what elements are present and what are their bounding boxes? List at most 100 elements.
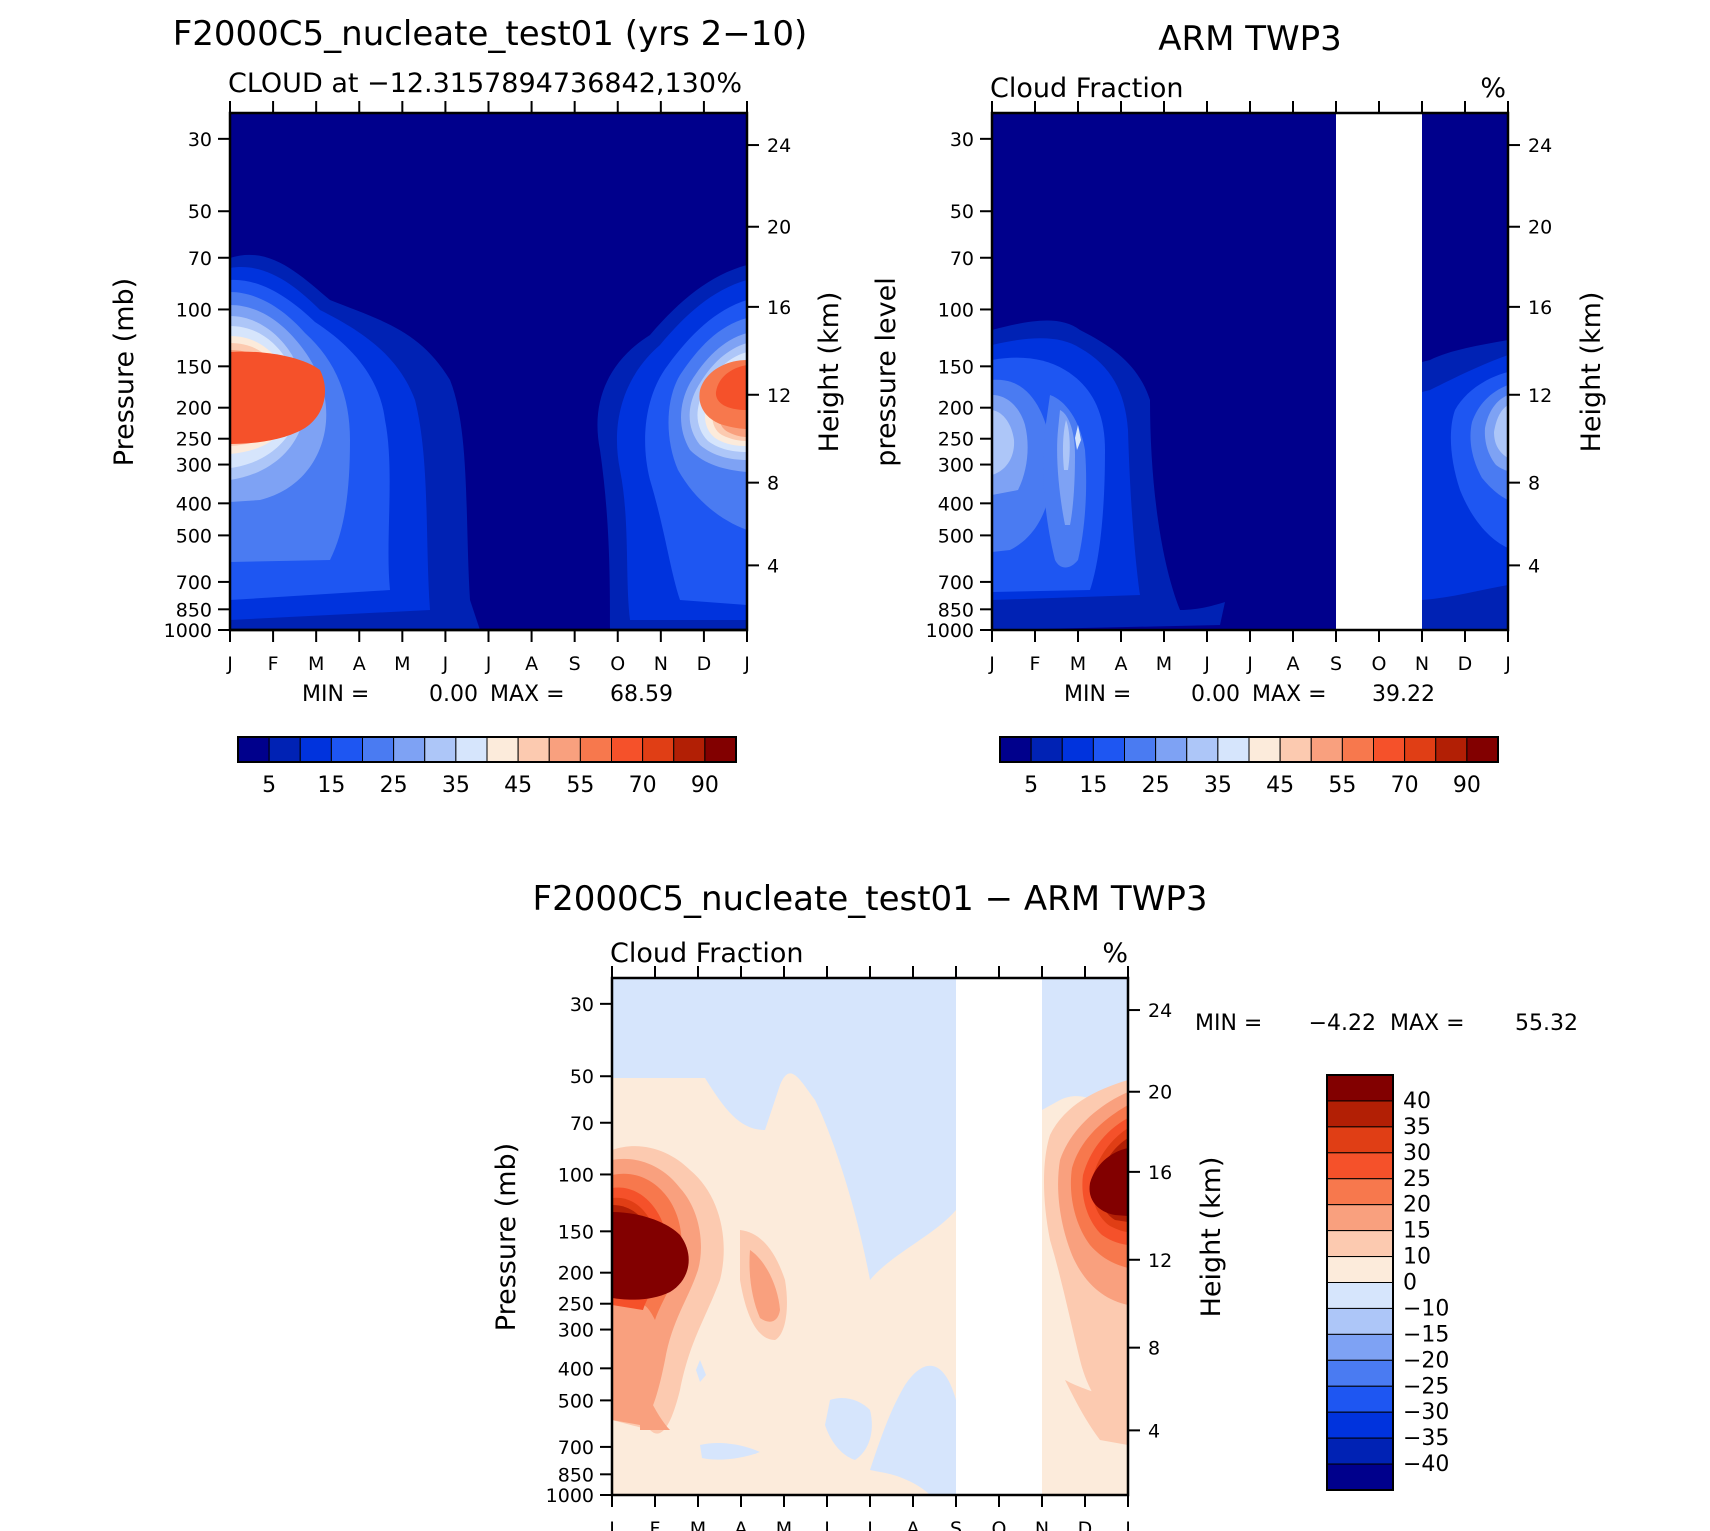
colorbar-swatch xyxy=(1061,736,1094,763)
colorbar-label: 15 xyxy=(317,773,345,798)
panel-diff-units: % xyxy=(1102,938,1128,969)
month-tick-label: N xyxy=(1415,653,1429,675)
height-tick-label: 8 xyxy=(1528,473,1540,495)
colorbar-label: 55 xyxy=(566,773,594,798)
panel-obs-colorbar: 5 15 25 35 45 55 70 90 xyxy=(999,736,1499,798)
colorbar-swatch xyxy=(299,736,332,763)
month-tick-label: S xyxy=(1330,653,1342,675)
pressure-tick-label: 700 xyxy=(176,572,212,594)
pressure-tick-label: 850 xyxy=(176,599,212,621)
height-tick-label: 4 xyxy=(1148,1420,1160,1442)
height-tick-label: 20 xyxy=(1528,217,1552,239)
colorbar-swatch xyxy=(1326,1256,1394,1283)
pressure-tick-label: 850 xyxy=(558,1464,594,1486)
month-tick-label: O xyxy=(992,1518,1007,1531)
height-tick-label: 20 xyxy=(767,217,791,239)
panel-obs-right-axis: 4 8 12 16 20 24 xyxy=(1508,135,1552,577)
height-tick-label: 12 xyxy=(1528,385,1552,407)
pressure-tick-label: 400 xyxy=(938,493,974,515)
colorbar-swatch xyxy=(1373,736,1406,763)
height-tick-label: 16 xyxy=(1148,1162,1172,1184)
colorbar-swatch xyxy=(1326,1204,1394,1232)
pressure-tick-label: 200 xyxy=(558,1263,594,1285)
panel-model-ylabel-left: Pressure (mb) xyxy=(109,278,140,466)
pressure-tick-label: 250 xyxy=(558,1294,594,1316)
height-tick-label: 16 xyxy=(1528,297,1552,319)
colorbar-label: −25 xyxy=(1403,1374,1449,1399)
month-tick-label: J xyxy=(1124,1518,1131,1531)
colorbar-swatch xyxy=(1310,736,1343,763)
pressure-tick-label: 300 xyxy=(558,1320,594,1342)
colorbar-label: 15 xyxy=(1079,773,1107,798)
pressure-tick-label: 1000 xyxy=(546,1485,594,1507)
month-tick-label: F xyxy=(1030,653,1041,675)
colorbar-swatch xyxy=(1326,1359,1394,1387)
colorbar-swatch xyxy=(1326,1411,1394,1439)
month-tick-label: J xyxy=(1203,653,1210,675)
colorbar-swatch xyxy=(1030,736,1063,763)
month-tick-label: A xyxy=(735,1518,748,1531)
colorbar-swatch xyxy=(1155,736,1188,763)
colorbar-label: −40 xyxy=(1403,1452,1449,1477)
panel-diff: F2000C5_nucleate_test01 − ARM TWP3 Cloud… xyxy=(491,879,1578,1531)
colorbar-swatch xyxy=(673,736,706,763)
month-tick-label: O xyxy=(1372,653,1387,675)
pressure-tick-label: 400 xyxy=(558,1358,594,1380)
pressure-tick-label: 200 xyxy=(176,398,212,420)
height-tick-label: 4 xyxy=(1528,555,1540,577)
panel-diff-title: F2000C5_nucleate_test01 − ARM TWP3 xyxy=(533,879,1208,919)
colorbar-swatch xyxy=(268,736,301,763)
month-tick-label: J xyxy=(743,653,750,675)
colorbar-swatch xyxy=(1326,1100,1394,1128)
month-tick-label: J xyxy=(866,1518,873,1531)
colorbar-label: 70 xyxy=(1391,773,1419,798)
colorbar-swatch xyxy=(517,736,550,763)
colorbar-swatch xyxy=(362,736,395,763)
colorbar-swatch xyxy=(999,736,1032,763)
panel-diff-field xyxy=(612,978,1128,1495)
month-tick-label: O xyxy=(610,653,625,675)
pressure-tick-label: 250 xyxy=(938,429,974,451)
pressure-tick-label: 100 xyxy=(938,299,974,321)
panel-model-max-value: 68.59 xyxy=(610,682,673,707)
pressure-tick-label: 30 xyxy=(570,994,594,1016)
colorbar-label: 20 xyxy=(1403,1193,1431,1218)
colorbar-swatch xyxy=(704,736,737,763)
colorbar-swatch xyxy=(1341,736,1374,763)
panel-model-colorbar: 5 15 25 35 45 55 70 90 xyxy=(237,736,737,798)
colorbar-swatch xyxy=(1326,1152,1394,1180)
pressure-tick-label: 300 xyxy=(938,455,974,477)
panel-obs-max-value: 39.22 xyxy=(1372,682,1435,707)
colorbar-label: −20 xyxy=(1403,1348,1449,1373)
pressure-tick-label: 400 xyxy=(176,493,212,515)
panel-obs-min-label: MIN = xyxy=(1064,682,1131,707)
colorbar-swatch xyxy=(1326,1126,1394,1154)
colorbar-swatch xyxy=(1326,1307,1394,1335)
month-tick-label: S xyxy=(569,653,581,675)
colorbar-label: 0 xyxy=(1403,1271,1417,1296)
month-tick-label: A xyxy=(1115,653,1128,675)
pressure-tick-label: 100 xyxy=(558,1164,594,1186)
colorbar-swatch xyxy=(548,736,581,763)
colorbar-label: 35 xyxy=(1204,773,1232,798)
month-tick-label: M xyxy=(308,653,324,675)
colorbar-swatch xyxy=(1217,736,1250,763)
colorbar-swatch xyxy=(1404,736,1437,763)
colorbar-swatch xyxy=(611,736,644,763)
panel-model-field xyxy=(230,113,747,630)
colorbar-label: −35 xyxy=(1403,1426,1449,1451)
pressure-tick-label: 50 xyxy=(950,201,974,223)
month-tick-label: A xyxy=(525,653,538,675)
pressure-tick-label: 250 xyxy=(176,429,212,451)
month-tick-label: D xyxy=(1458,653,1473,675)
colorbar-label: 40 xyxy=(1403,1089,1431,1114)
month-tick-label: N xyxy=(1035,1518,1049,1531)
colorbar-label: 45 xyxy=(1266,773,1294,798)
month-tick-label: D xyxy=(1078,1518,1093,1531)
month-tick-label: J xyxy=(226,653,233,675)
month-tick-label: J xyxy=(442,653,449,675)
panel-obs: ARM TWP3 Cloud Fraction % xyxy=(871,19,1607,798)
